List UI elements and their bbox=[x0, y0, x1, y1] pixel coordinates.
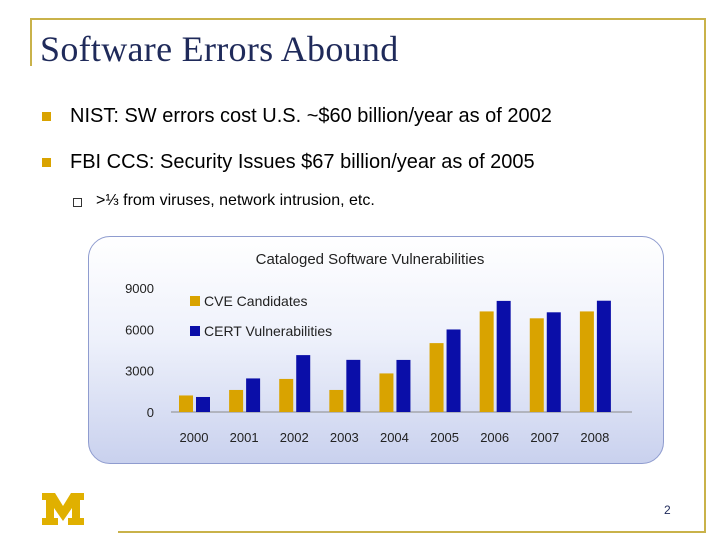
bar-cve-2004 bbox=[379, 373, 394, 412]
bar-cve-2008 bbox=[579, 311, 594, 412]
sub-bullet-marker bbox=[73, 198, 82, 207]
bar-cve-2007 bbox=[529, 318, 544, 412]
sub-bullet-text: >⅓ from viruses, network intrusion, etc. bbox=[96, 192, 375, 209]
x-tick-label: 2007 bbox=[530, 430, 559, 445]
bullet-marker-2 bbox=[42, 158, 51, 167]
page-number: 2 bbox=[664, 503, 671, 517]
bar-cert-2004 bbox=[396, 359, 411, 412]
bullet-text-2: FBI CCS: Security Issues $67 billion/yea… bbox=[70, 151, 535, 173]
bullet-marker-1 bbox=[42, 112, 51, 121]
chart-background bbox=[88, 236, 664, 464]
bar-cve-2001 bbox=[229, 389, 244, 412]
x-tick-label: 2008 bbox=[580, 430, 609, 445]
bar-cve-2003 bbox=[329, 389, 344, 412]
bar-cert-2000 bbox=[196, 396, 210, 412]
frame-left-line bbox=[30, 18, 32, 66]
bar-cert-2001 bbox=[246, 378, 261, 412]
bar-cve-2006 bbox=[479, 311, 494, 412]
y-tick-label: 3000 bbox=[125, 364, 154, 379]
x-tick-label: 2003 bbox=[330, 430, 359, 445]
frame-bottom-line bbox=[118, 531, 706, 533]
university-logo bbox=[42, 493, 84, 525]
x-tick-label: 2001 bbox=[230, 430, 259, 445]
bar-cert-2002 bbox=[296, 355, 311, 412]
x-tick-label: 2000 bbox=[180, 430, 209, 445]
bar-cert-2005 bbox=[446, 329, 461, 412]
x-tick-label: 2002 bbox=[280, 430, 309, 445]
x-tick-label: 2004 bbox=[380, 430, 409, 445]
slide-title: Software Errors Abound bbox=[40, 29, 399, 69]
bar-cert-2006 bbox=[496, 300, 511, 412]
bar-chart: Cataloged Software Vulnerabilities 0 3000 6… bbox=[125, 251, 632, 445]
frame-right-line bbox=[704, 18, 706, 533]
block-m-logo-shape bbox=[42, 493, 84, 525]
x-tick-label: 2005 bbox=[430, 430, 459, 445]
legend-swatch-cert bbox=[190, 326, 200, 336]
y-tick-label: 0 bbox=[147, 405, 154, 420]
frame-top-line bbox=[30, 18, 706, 20]
y-tick-label: 6000 bbox=[125, 322, 154, 337]
legend-swatch-cve bbox=[190, 296, 200, 306]
chart-title: Cataloged Software Vulnerabilities bbox=[256, 251, 485, 268]
bullet-text-1: NIST: SW errors cost U.S. ~$60 billion/y… bbox=[70, 105, 552, 127]
bar-cert-2007 bbox=[546, 312, 561, 412]
bar-cve-2000 bbox=[179, 395, 193, 412]
legend-label-cert: CERT Vulnerabilities bbox=[204, 323, 332, 339]
x-tick-label: 2006 bbox=[480, 430, 509, 445]
bar-cert-2003 bbox=[346, 359, 361, 412]
bar-cve-2002 bbox=[279, 378, 294, 412]
y-tick-label: 9000 bbox=[125, 281, 154, 296]
legend-label-cve: CVE Candidates bbox=[204, 293, 308, 309]
bar-cve-2005 bbox=[429, 343, 444, 412]
bar-cert-2008 bbox=[596, 300, 611, 412]
